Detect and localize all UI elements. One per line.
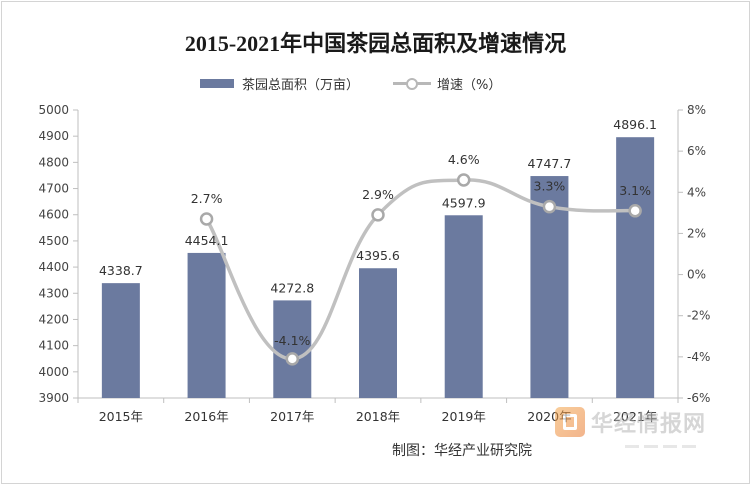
y-right-tick-label: 8% (687, 103, 706, 117)
bar-label-6: 4747.7 (528, 156, 572, 171)
watermark-logo-icon (555, 407, 585, 437)
watermark-text: 华经情报网 (591, 412, 707, 437)
growth-point-6 (542, 199, 557, 214)
y-right-tick-label: 0% (687, 268, 706, 282)
y-left-tick-label: 4400 (38, 260, 69, 274)
legend-label-area: 茶园总面积（万亩） (242, 77, 360, 93)
bar-label-1: 4338.7 (99, 263, 143, 278)
growth-point-2 (199, 212, 214, 226)
bar-2 (187, 252, 226, 398)
bar-3 (273, 300, 312, 398)
y-left-tick-label: 4500 (38, 234, 69, 248)
x-tick-label: 2021年 (613, 409, 657, 424)
growth-label-6: 3.3% (534, 179, 566, 194)
y-left-tick-label: 4600 (38, 208, 69, 222)
watermark-underline (625, 440, 725, 452)
y-right-tick-label: 2% (687, 226, 706, 240)
bar-label-3: 4272.8 (270, 280, 314, 295)
legend-item-area: 茶园总面积（万亩） (200, 74, 359, 93)
bar-7 (616, 137, 655, 398)
legend-item-growth: 增速（%） (393, 74, 501, 93)
growth-point-4 (371, 208, 385, 222)
x-tick-label: 2018年 (356, 409, 400, 424)
y-right-tick-label: 4% (687, 185, 706, 199)
chart-credit: 制图：华经产业研究院 (392, 443, 532, 459)
bar-label-2: 4454.1 (185, 233, 229, 248)
bar-4 (359, 268, 397, 398)
legend-label-growth: 增速（%） (437, 77, 502, 93)
growth-label-4: 2.9% (362, 187, 394, 202)
bar-5 (444, 215, 483, 398)
y-left-tick-label: 4300 (38, 286, 69, 300)
bar-label-5: 4597.9 (442, 195, 486, 210)
growth-label-2: 2.7% (191, 191, 223, 206)
y-left-tick-label: 4700 (38, 182, 69, 196)
bar-1 (101, 283, 140, 398)
x-tick-label: 2016年 (184, 409, 228, 424)
y-right-tick-label: 6% (687, 144, 706, 158)
growth-label-3: -4.1% (274, 333, 310, 348)
y-left-tick-label: 5000 (38, 103, 69, 117)
chart-legend: 茶园总面积（万亩） 增速（%） (200, 74, 535, 93)
growth-label-7: 3.1% (619, 183, 651, 198)
x-tick-label: 2019年 (442, 409, 486, 424)
y-left-tick-label: 3900 (38, 391, 69, 405)
growth-point-5 (456, 173, 471, 187)
x-tick-label: 2015年 (99, 409, 143, 424)
y-right-tick-label: -2% (687, 309, 710, 323)
y-right-tick-label: -6% (687, 391, 710, 405)
y-right-tick-label: -4% (687, 350, 710, 364)
y-left-tick-label: 4900 (38, 129, 69, 143)
y-left-tick-label: 4000 (38, 365, 69, 379)
y-left-tick-label: 4800 (38, 155, 69, 169)
x-tick-label: 2017年 (270, 409, 314, 424)
growth-point-7 (628, 204, 642, 218)
y-left-tick-label: 4200 (38, 312, 69, 326)
growth-point-3 (285, 352, 300, 366)
y-left-tick-label: 4100 (38, 339, 69, 353)
bar-label-4: 4395.6 (356, 248, 400, 263)
legend-bar-swatch (200, 78, 234, 88)
legend-line-swatch (393, 76, 432, 90)
chart-title: 2015-2021年中国茶园总面积及增速情况 (184, 31, 567, 56)
watermark: 华经情报网 (555, 398, 725, 446)
bar-label-7: 4896.1 (613, 117, 657, 132)
growth-line (204, 178, 637, 361)
growth-label-5: 4.6% (448, 152, 480, 167)
